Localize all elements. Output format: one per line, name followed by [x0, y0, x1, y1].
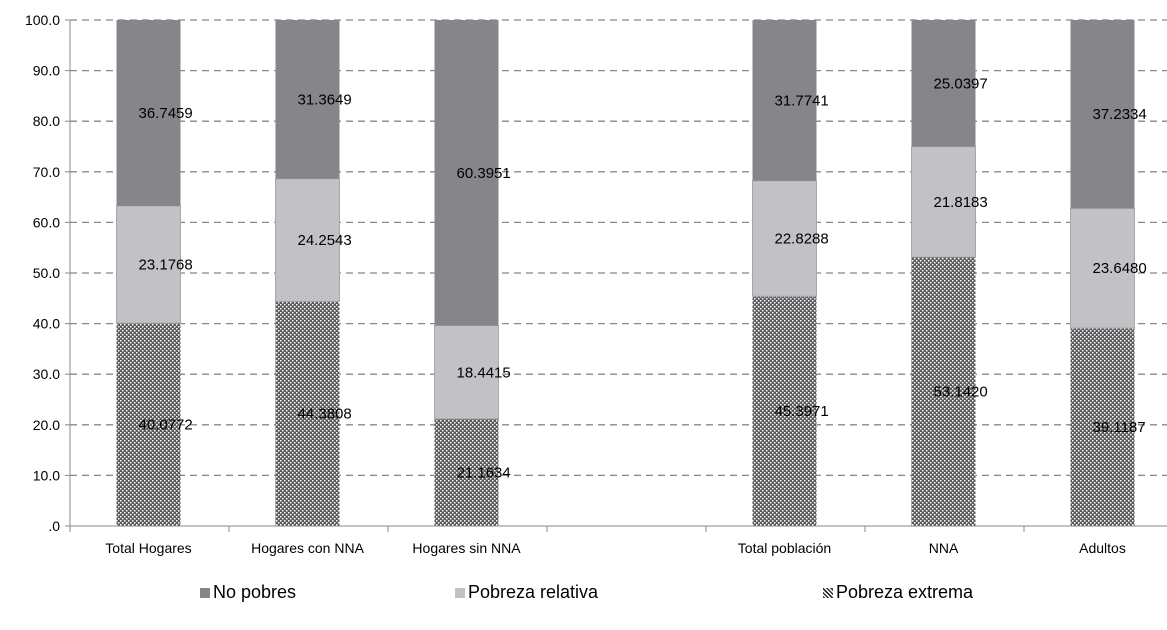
x-category-label: Adultos [1079, 540, 1126, 556]
bar-segment [434, 418, 499, 526]
y-tick-label: 60.0 [33, 214, 60, 230]
bar-segment [911, 146, 976, 258]
legend-item: Pobreza extrema [823, 582, 973, 603]
legend-item: No pobres [200, 582, 296, 603]
y-tick-label: .0 [48, 518, 60, 534]
bar-segment [434, 325, 499, 420]
x-category-label: Total Hogares [105, 540, 191, 556]
data-label: 31.3649 [298, 91, 352, 108]
legend: No pobres Pobreza relativa Pobreza extrema [0, 582, 1167, 612]
bar-segment [911, 20, 976, 147]
y-tick-labels: 100.0 90.0 80.0 70.0 60.0 50.0 40.0 30.0 20.0 10.… [25, 12, 60, 534]
bar-segment [1070, 328, 1135, 526]
data-label: 25.0397 [934, 75, 988, 92]
data-label: 36.7459 [139, 105, 193, 122]
y-tick-label: 90.0 [33, 63, 60, 79]
bar-segment [1070, 19, 1135, 209]
x-category-labels: Total Hogares Hogares con NNA Hogares sin … [105, 540, 1126, 556]
bar-segment [752, 20, 817, 181]
solid-square-icon [200, 587, 210, 598]
data-label: 18.4415 [457, 364, 511, 381]
legend-label: No pobres [213, 582, 297, 602]
bar-segment [275, 178, 340, 302]
data-label: 22.8288 [775, 231, 829, 248]
y-tick-label: 50.0 [33, 265, 60, 281]
y-tick-label: 10.0 [33, 467, 60, 483]
bar-segment [752, 296, 817, 526]
x-category-label: Hogares con NNA [251, 540, 364, 556]
x-category-label: Total población [738, 540, 831, 556]
axes [65, 19, 1167, 532]
data-label: 24.2543 [298, 232, 352, 249]
bar-segment [116, 323, 181, 526]
bar-segment [116, 20, 181, 206]
x-category-label: NNA [929, 540, 959, 556]
y-tick-label: 30.0 [33, 366, 60, 382]
bar-segment [275, 20, 340, 179]
y-tick-label: 40.0 [33, 316, 60, 332]
data-labels: 40.0772 23.1768 36.7459 44.3808 24.2543 31.36… [139, 75, 1147, 481]
y-tick-label: 70.0 [33, 164, 60, 180]
data-label: 31.7741 [775, 92, 829, 109]
x-category-label: Hogares sin NNA [412, 540, 521, 556]
data-label: 39.1187 [1093, 419, 1146, 436]
bar-segment [434, 20, 499, 326]
y-tick-label: 80.0 [33, 113, 60, 129]
data-label: 23.6480 [1093, 260, 1147, 277]
bar-segment [911, 257, 976, 526]
legend-label: Pobreza relativa [468, 582, 599, 602]
bar-segment [752, 180, 817, 297]
bars [116, 19, 1135, 526]
data-label: 23.1768 [139, 257, 193, 274]
solid-square-icon [455, 587, 465, 598]
bar-segment [1070, 207, 1135, 329]
dotted-square-icon [823, 587, 833, 598]
y-tick-label: 100.0 [25, 12, 60, 28]
data-label: 60.3951 [457, 165, 511, 182]
legend-item: Pobreza relativa [455, 582, 598, 603]
y-tick-label: 20.0 [33, 417, 60, 433]
gridlines [70, 19, 1167, 477]
data-label: 37.2334 [1093, 106, 1147, 123]
data-label: 21.1634 [457, 464, 511, 481]
data-label: 44.3808 [298, 406, 352, 423]
legend-label: Pobreza extrema [836, 582, 974, 602]
data-label: 53.1420 [934, 384, 988, 401]
data-label: 40.0772 [139, 417, 193, 434]
data-label: 21.8183 [934, 194, 988, 211]
data-label: 45.3971 [775, 403, 829, 420]
bar-segment [275, 301, 340, 526]
